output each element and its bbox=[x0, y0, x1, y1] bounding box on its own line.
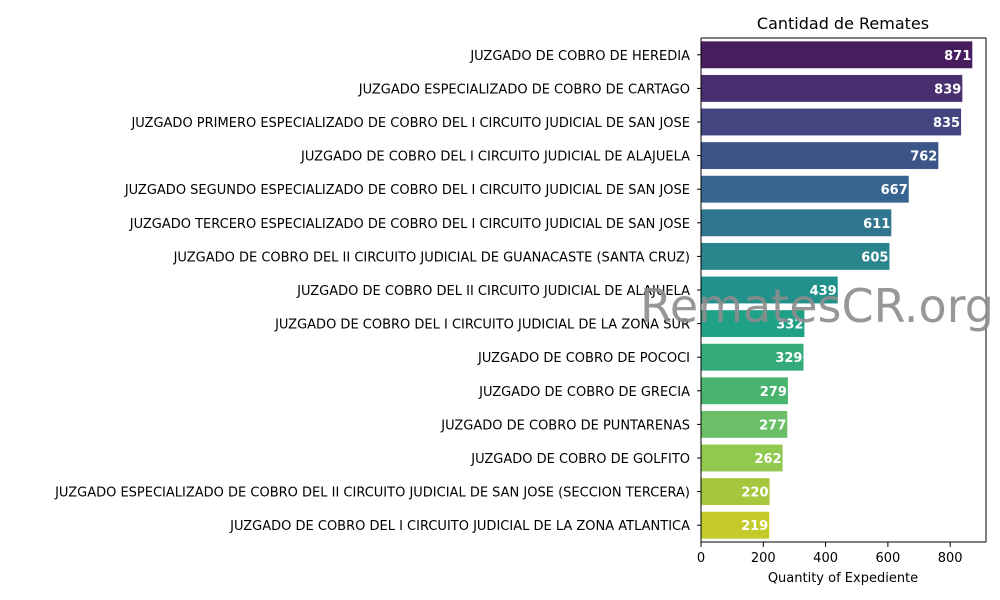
x-ticks: 0 200 400 600 800 bbox=[697, 542, 963, 566]
value-label: 762 bbox=[910, 150, 937, 165]
bar bbox=[701, 242, 890, 270]
category-label: JUZGADO ESPECIALIZADO DE COBRO DEL II CI… bbox=[54, 486, 690, 501]
value-label: 220 bbox=[741, 486, 768, 501]
x-axis-label: Quantity of Expediente bbox=[768, 571, 918, 586]
bars-group bbox=[701, 41, 973, 539]
bar bbox=[701, 511, 770, 539]
x-tick-label: 800 bbox=[938, 551, 963, 566]
value-label: 839 bbox=[934, 82, 961, 97]
value-label: 439 bbox=[810, 284, 837, 299]
bar bbox=[701, 142, 939, 170]
bar bbox=[701, 209, 892, 237]
value-label: 871 bbox=[944, 49, 971, 64]
value-label: 279 bbox=[760, 385, 787, 400]
value-labels: 871 839 835 762 667 611 605 439 332 329 279 277 262 2… bbox=[741, 49, 971, 534]
value-label: 219 bbox=[741, 519, 768, 534]
x-tick-label: 600 bbox=[875, 551, 900, 566]
category-label: JUZGADO TERCERO ESPECIALIZADO DE COBRO D… bbox=[129, 217, 690, 232]
value-label: 262 bbox=[754, 452, 781, 467]
bar bbox=[701, 310, 805, 338]
category-label: JUZGADO PRIMERO ESPECIALIZADO DE COBRO D… bbox=[130, 116, 690, 131]
bar bbox=[701, 175, 909, 203]
value-label: 332 bbox=[776, 318, 803, 333]
category-label: JUZGADO ESPECIALIZADO DE COBRO DE CARTAG… bbox=[358, 82, 690, 97]
bar bbox=[701, 478, 770, 506]
category-label: JUZGADO DE COBRO DE HEREDIA bbox=[469, 49, 690, 64]
x-tick-label: 0 bbox=[697, 551, 705, 566]
bar bbox=[701, 377, 788, 405]
value-label: 605 bbox=[861, 250, 888, 265]
bar bbox=[701, 444, 783, 472]
category-label: JUZGADO DE COBRO DEL I CIRCUITO JUDICIAL… bbox=[229, 519, 690, 534]
category-label: JUZGADO DE COBRO DEL I CIRCUITO JUDICIAL… bbox=[274, 318, 690, 333]
category-label: JUZGADO DE COBRO DE PUNTARENAS bbox=[440, 418, 690, 433]
x-tick-label: 400 bbox=[813, 551, 838, 566]
bar bbox=[701, 41, 973, 69]
category-label: JUZGADO DE COBRO DE POCOCI bbox=[477, 351, 690, 366]
value-label: 277 bbox=[759, 418, 786, 433]
chart-title: Cantidad de Remates bbox=[757, 14, 929, 33]
x-tick-label: 200 bbox=[751, 551, 776, 566]
bar bbox=[701, 343, 804, 371]
value-label: 329 bbox=[775, 351, 802, 366]
category-labels: JUZGADO DE COBRO DE HEREDIA JUZGADO ESPEC… bbox=[54, 49, 701, 534]
category-label: JUZGADO SEGUNDO ESPECIALIZADO DE COBRO D… bbox=[124, 183, 690, 198]
category-label: JUZGADO DE COBRO DE GRECIA bbox=[478, 385, 690, 400]
value-label: 611 bbox=[863, 217, 890, 232]
category-label: JUZGADO DE COBRO DEL I CIRCUITO JUDICIAL… bbox=[300, 150, 690, 165]
bar bbox=[701, 74, 963, 102]
value-label: 667 bbox=[881, 183, 908, 198]
bar bbox=[701, 276, 838, 304]
value-label: 835 bbox=[933, 116, 960, 131]
bar bbox=[701, 410, 788, 438]
category-label: JUZGADO DE COBRO DE GOLFITO bbox=[470, 452, 690, 467]
bar bbox=[701, 108, 962, 136]
category-label: JUZGADO DE COBRO DEL II CIRCUITO JUDICIA… bbox=[173, 250, 690, 265]
watermark-text: RematesCR.org bbox=[640, 279, 994, 333]
category-label: JUZGADO DE COBRO DEL II CIRCUITO JUDICIA… bbox=[296, 284, 690, 299]
